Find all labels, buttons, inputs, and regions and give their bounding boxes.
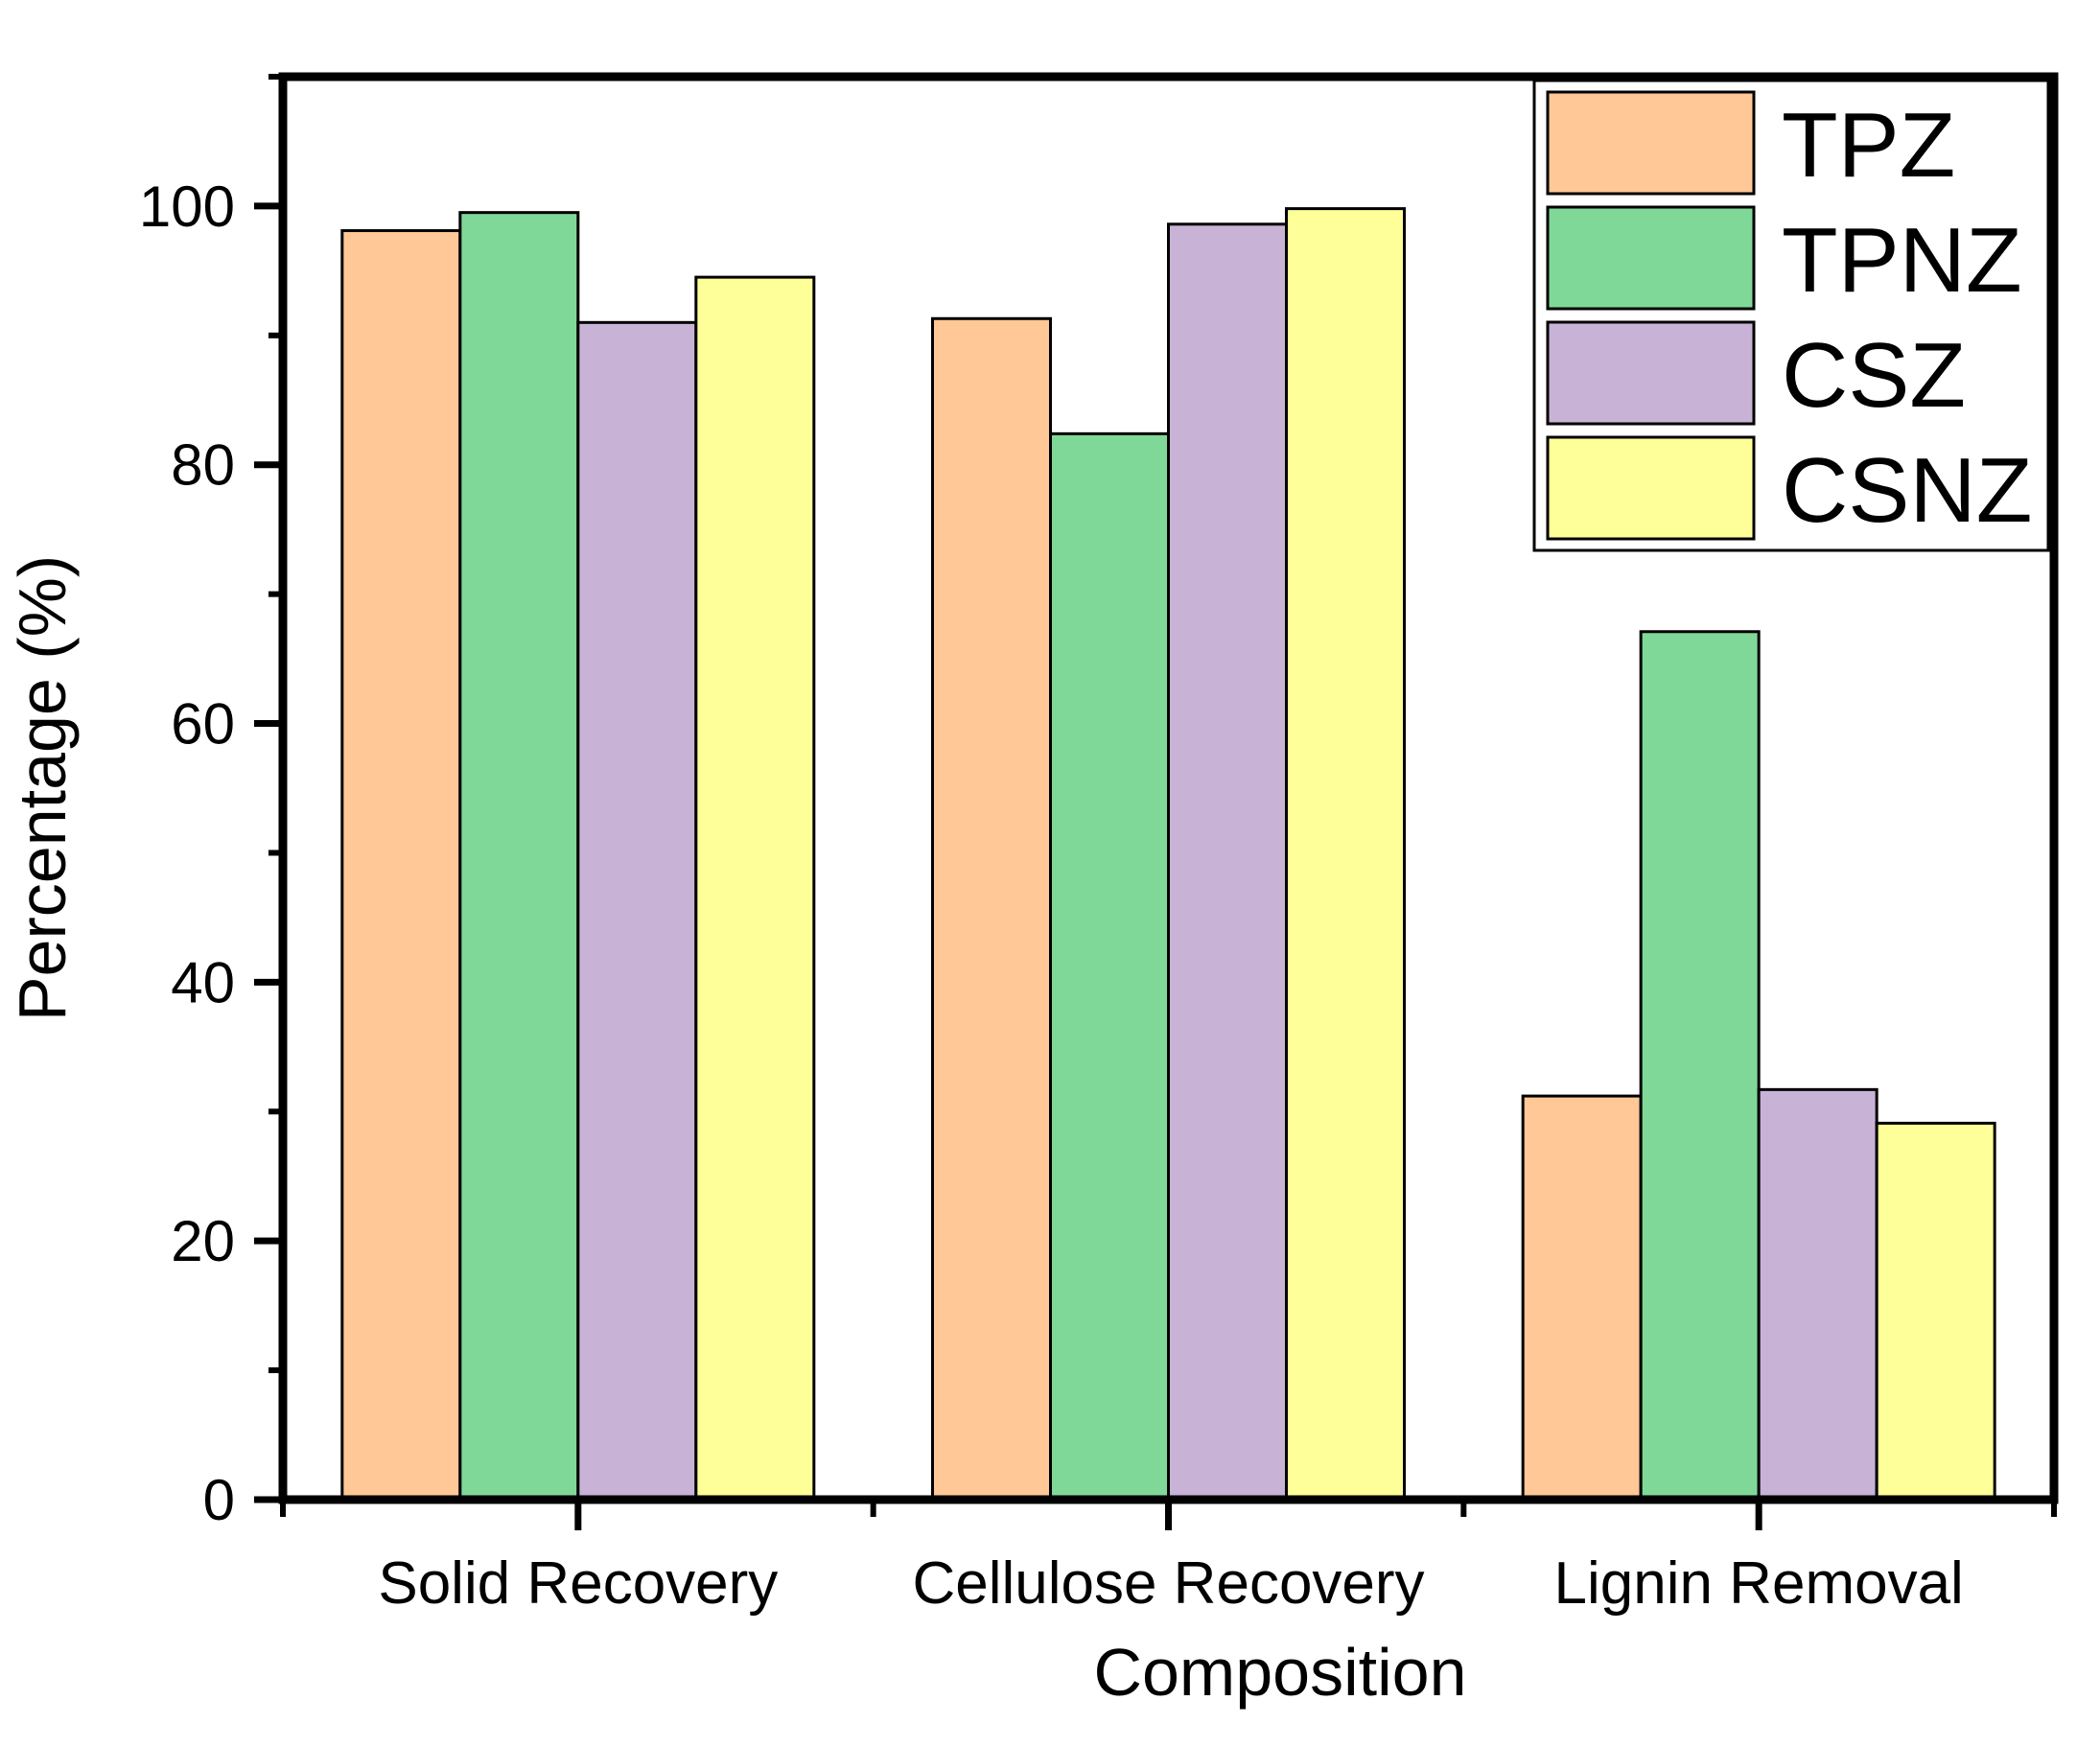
x-axis-title: Composition	[1093, 1635, 1466, 1710]
bar-tpz-solid-recovery	[340, 229, 462, 1502]
legend-swatch-csz	[1546, 320, 1756, 426]
y-tick-label: 20	[171, 1209, 235, 1273]
bar-csz-lignin-removal	[1757, 1087, 1878, 1502]
legend-swatch-csnz	[1546, 435, 1756, 541]
legend-label-csnz: CSNZ	[1782, 439, 2032, 542]
bar-tpnz-cellulose-recovery	[1049, 431, 1170, 1502]
bar-tpz-lignin-removal	[1521, 1094, 1643, 1502]
x-tick-label: Solid Recovery	[378, 1550, 778, 1617]
bar-csnz-solid-recovery	[694, 275, 816, 1502]
bar-tpnz-lignin-removal	[1639, 630, 1761, 1502]
bar-csz-solid-recovery	[576, 320, 698, 1502]
y-tick-label: 80	[171, 433, 235, 498]
legend: TPZ TPNZ CSZ CSNZ	[1532, 79, 2050, 552]
bar-tpnz-solid-recovery	[458, 211, 580, 1502]
x-tick-label: Lignin Removal	[1553, 1550, 1963, 1617]
y-tick-label: 100	[139, 175, 235, 239]
bars-layer	[340, 207, 1996, 1502]
bar-tpz-cellulose-recovery	[931, 316, 1052, 1502]
legend-label-tpz: TPZ	[1782, 94, 1955, 197]
bar-csnz-lignin-removal	[1875, 1121, 1996, 1502]
x-tick-label: Cellulose Recovery	[912, 1550, 1424, 1617]
y-tick-label: 40	[171, 950, 235, 1014]
legend-swatch-tpnz	[1546, 205, 1756, 311]
bar-csnz-cellulose-recovery	[1285, 207, 1406, 1502]
legend-swatch-tpz	[1546, 90, 1756, 196]
legend-label-tpnz: TPNZ	[1782, 209, 2022, 312]
ticks-layer: 0 20 40 60 80 100 Solid Recovery Cellulose Reco…	[139, 74, 2057, 1617]
y-tick-label: 0	[203, 1468, 235, 1532]
legend-label-csz: CSZ	[1782, 324, 1966, 427]
y-axis-title: Percentage (%)	[5, 555, 80, 1021]
bar-csz-cellulose-recovery	[1167, 222, 1288, 1502]
y-tick-label: 60	[171, 692, 235, 757]
